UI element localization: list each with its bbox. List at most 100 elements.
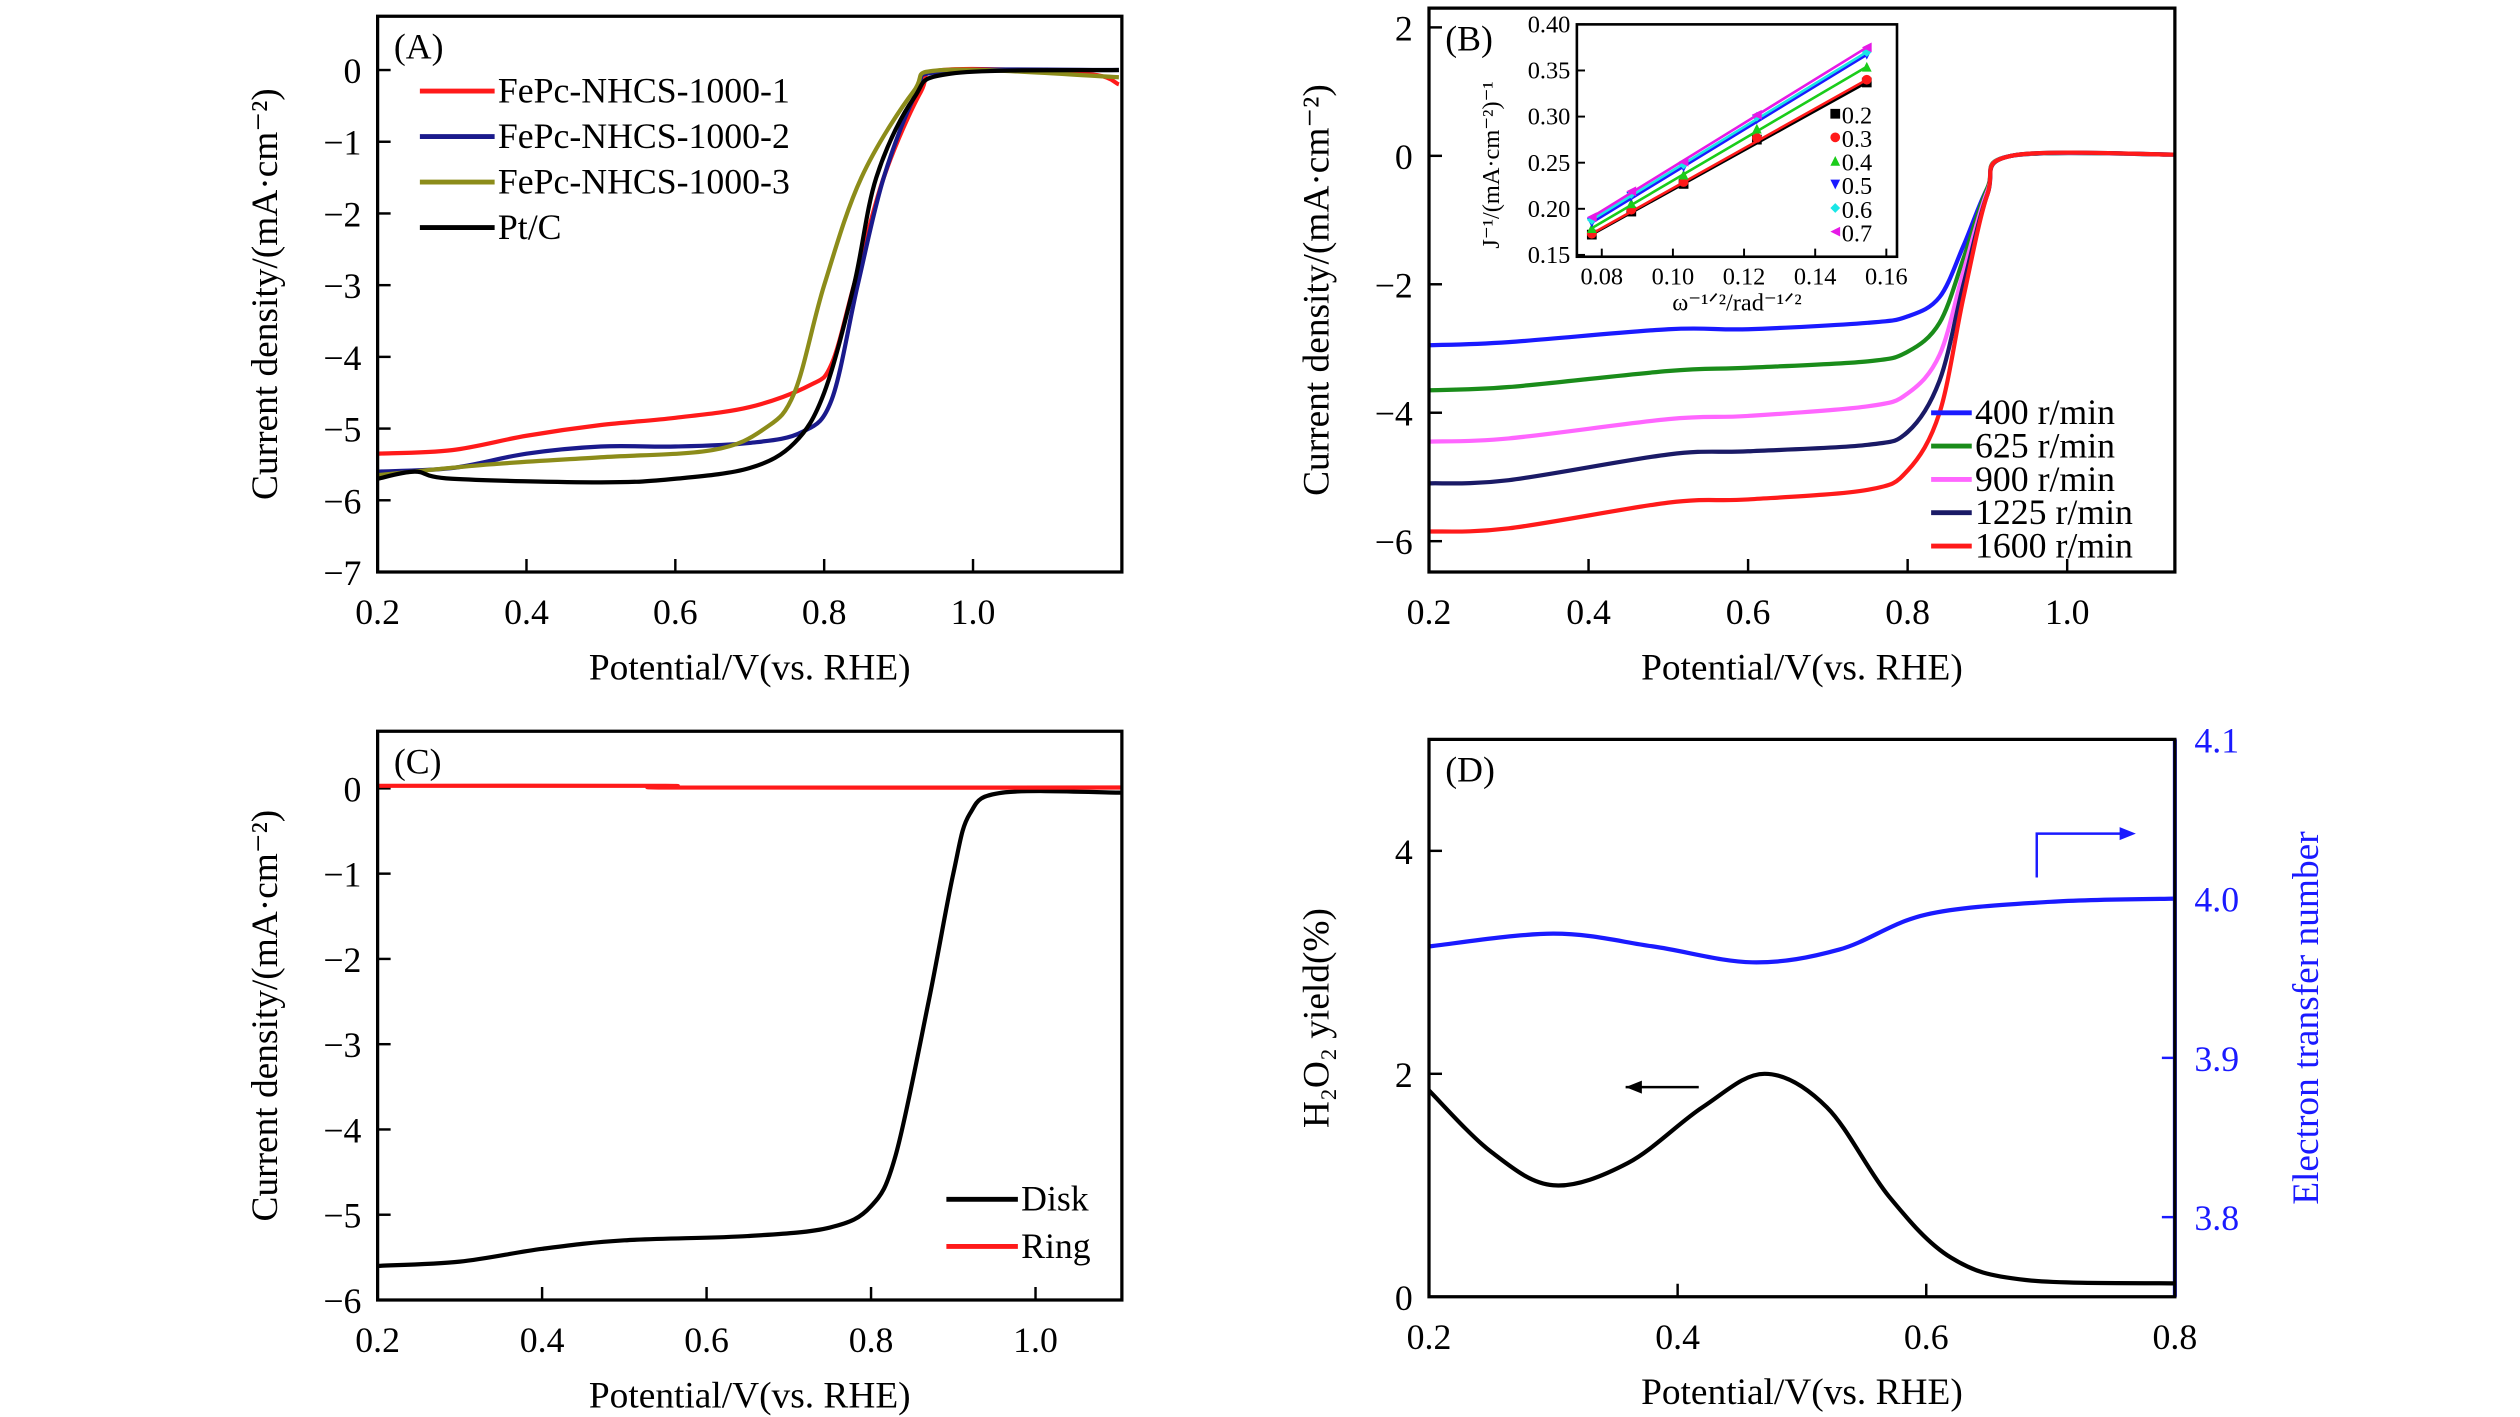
inset-y-tick-label: 0.25 (1528, 150, 1571, 177)
y-axis-title: H₂O₂ yield(%) (1296, 908, 1337, 1128)
y-tick-label: −2 (1375, 265, 1413, 305)
x-axis-title: Potential/V(vs. RHE) (1641, 647, 1963, 688)
inset-chart: 0.08 0.10 0.12 0.14 0.16 0.15 0.20 0.25 0.30 0.35… (1478, 12, 1908, 317)
inset-marker-triangle-left (1830, 226, 1841, 237)
inset-x-tick-label: 0.08 (1580, 263, 1623, 290)
legend-label: 625 r/min (1975, 425, 2115, 465)
x-tick-label: 0.6 (1726, 592, 1771, 632)
inset-fit-line (1591, 53, 1868, 224)
x-axis-title: Potential/V(vs. RHE) (589, 647, 911, 688)
inset-frame (1575, 23, 1899, 259)
inset-marker-triangle-left (1751, 109, 1762, 120)
y-tick-label: −6 (323, 481, 361, 521)
inset-marker-triangle-left (1586, 212, 1597, 222)
inset-marker-triangle-left (1861, 42, 1872, 53)
inset-legend-label: 0.5 (1842, 173, 1872, 200)
x-tick-label: 0.8 (849, 1320, 894, 1360)
y-tick-label: −7 (323, 553, 361, 593)
inset-x-tick-label: 0.16 (1865, 263, 1908, 290)
inset-marker-triangle-left (1678, 156, 1689, 167)
inset-marker-diamond (1830, 203, 1841, 213)
y-tick-label: −5 (323, 1196, 361, 1236)
y-tick-label: 0 (344, 51, 362, 91)
y-tick-label: −3 (323, 1025, 361, 1065)
inset-x-tick-label: 0.14 (1794, 263, 1837, 290)
series-line-1600-r-min (1429, 150, 2175, 534)
inset-y-tick-label: 0.20 (1528, 196, 1571, 223)
y-tick-label: 2 (1395, 8, 1413, 48)
inset-marker-triangle-up (1678, 169, 1689, 180)
inset-legend-label: 0.2 (1842, 103, 1872, 130)
inset-marker-triangle-up (1586, 223, 1597, 234)
inset-marker-diamond (1678, 159, 1689, 170)
x-tick-label: 0.2 (355, 1320, 400, 1360)
y-tick-label: −1 (323, 123, 361, 163)
y2-tick-label: 4.0 (2194, 880, 2239, 920)
panel-label: (D) (1445, 750, 1495, 790)
plot-frame (376, 14, 1124, 574)
x-tick-label: 0.8 (802, 592, 847, 632)
y-tick-label: −5 (323, 410, 361, 450)
inset-y-tick-label: 0.30 (1528, 104, 1571, 131)
y-tick-label: 2 (1395, 1055, 1413, 1095)
panel-d: 0.2 0.4 0.6 0.8 0 2 4 Potential/V(vs. RHE) H₂O₂ … (1296, 720, 2327, 1413)
panel-label: (B) (1445, 18, 1493, 58)
y-tick-label: 0 (1395, 137, 1413, 177)
inset-fit-line (1591, 65, 1868, 230)
inset-legend-label: 0.7 (1842, 220, 1872, 247)
plot-frame (1427, 737, 2177, 1299)
inset-x-axis-title: ω⁻¹ᐟ²/rad⁻¹ᐟ² (1672, 289, 1801, 316)
x-tick-label: 0.6 (1904, 1317, 1949, 1357)
series-line-disk (377, 788, 1122, 1269)
x-tick-label: 0.2 (1407, 1317, 1452, 1357)
inset-y-axis-title: J⁻¹/(mA·cm⁻²)⁻¹ (1478, 81, 1505, 248)
y-tick-label: −1 (323, 855, 361, 895)
legend-label: Disk (1021, 1179, 1089, 1219)
legend-label: 400 r/min (1975, 392, 2115, 432)
panel-b: 0.2 0.4 0.6 0.8 1.0 2 0 −2 −4 −6 Potential/V(vs. R… (1296, 6, 2177, 688)
inset-x-tick-label: 0.12 (1723, 263, 1766, 290)
legend-label: FePc-NHCS-1000-1 (498, 70, 790, 110)
y2-tick-label: 4.1 (2194, 720, 2239, 760)
inset-legend-label: 0.3 (1842, 126, 1872, 153)
series-line-pt-c (377, 67, 1119, 485)
x-tick-label: 0.8 (2153, 1317, 2198, 1357)
y2-axis-title: Electron transfer number (2286, 831, 2327, 1205)
y-tick-label: −2 (323, 194, 361, 234)
x-tick-label: 1.0 (1013, 1320, 1058, 1360)
x-axis-title: Potential/V(vs. RHE) (589, 1375, 911, 1416)
inset-marker-triangle-up (1861, 61, 1872, 72)
x-tick-label: 1.0 (951, 592, 996, 632)
series-line-fepc-nhcs-1000-3 (377, 67, 1119, 478)
left-arrow-head (1625, 1080, 1642, 1094)
y-tick-label: 4 (1395, 832, 1413, 872)
inset-y-tick-label: 0.40 (1528, 12, 1571, 39)
y-tick-label: −6 (1375, 522, 1413, 562)
y-tick-label: 0 (344, 769, 362, 809)
inset-x-tick-label: 0.10 (1652, 263, 1695, 290)
y-tick-label: −6 (323, 1281, 361, 1321)
y-tick-label: −4 (323, 1110, 361, 1150)
inset-fit-line (1591, 50, 1868, 221)
x-tick-label: 0.2 (355, 592, 400, 632)
y-axis-title: Current density/(mA·cm⁻²) (245, 88, 286, 500)
y-axis-title: Current density/(mA·cm⁻²) (245, 810, 286, 1222)
inset-fit-line (1591, 46, 1868, 219)
panel-a: 0.2 0.4 0.6 0.8 1.0 0 −1 −2 −3 −4 −5 −6 −7 Potential/… (245, 14, 1124, 688)
x-tick-label: 0.4 (1566, 592, 1611, 632)
inset-marker-square (1830, 108, 1841, 119)
y-axis-title: Current density/(mA·cm⁻²) (1296, 84, 1337, 496)
inset-marker-triangle-up (1626, 198, 1637, 209)
panel-c: 0.2 0.4 0.6 0.8 1.0 0 −1 −2 −3 −4 −5 −6 Potential/V(… (245, 729, 1124, 1416)
inset-legend-label: 0.4 (1842, 150, 1872, 177)
inset-marker-circle (1861, 74, 1872, 85)
legend-label: 1600 r/min (1975, 525, 2133, 565)
inset-marker-triangle-up (1830, 156, 1841, 166)
inset-legend-label: 0.6 (1842, 197, 1872, 224)
inset-marker-triangle-up (1751, 123, 1762, 134)
panel-label: (A) (394, 27, 444, 67)
y-tick-label: 0 (1395, 1278, 1413, 1318)
x-tick-label: 0.4 (520, 1320, 565, 1360)
plot-frame (1427, 6, 2177, 574)
